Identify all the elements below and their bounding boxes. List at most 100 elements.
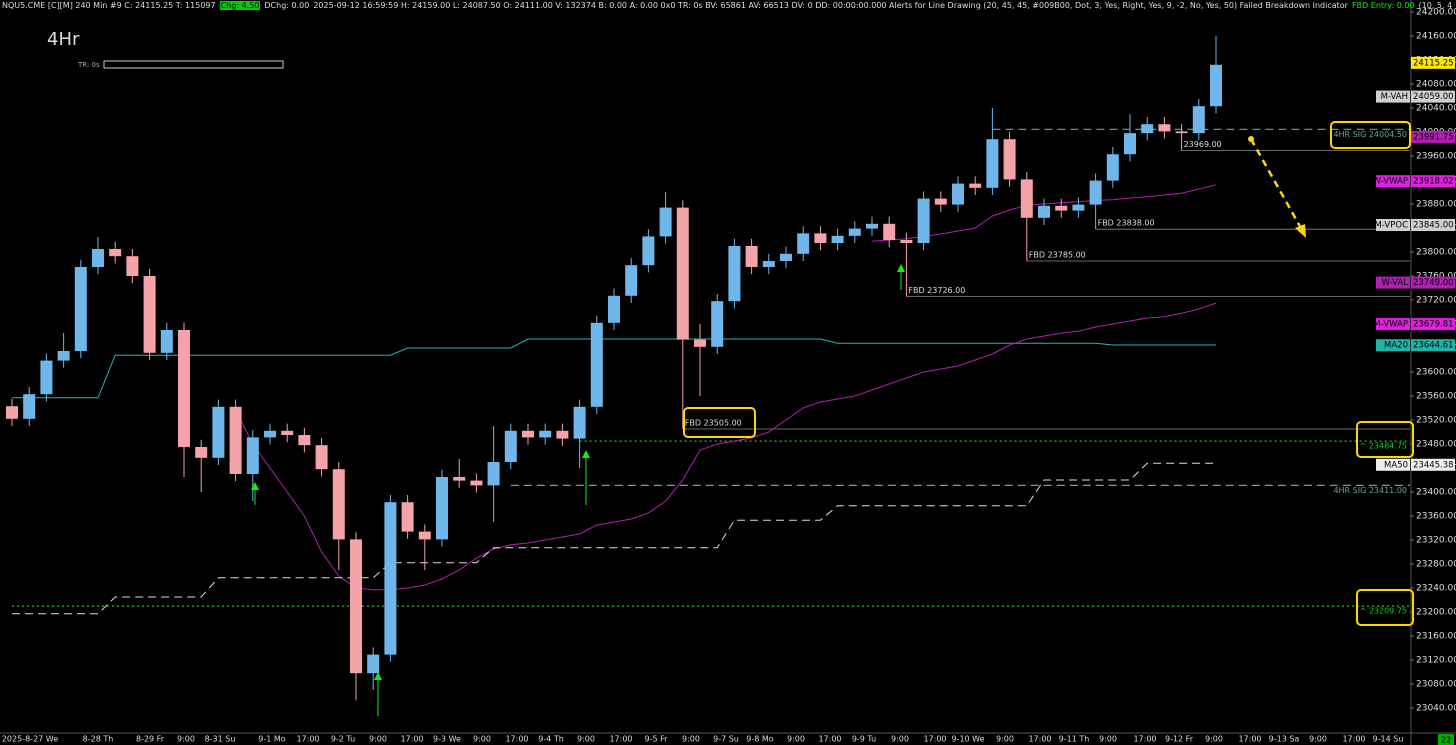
- candle-body: [350, 539, 362, 674]
- header-text: DChg: 0.00: [264, 1, 310, 10]
- marker-name-box: [1376, 175, 1410, 188]
- y-tick-label: 24200.00: [1416, 8, 1456, 18]
- signal-arrow: [897, 264, 905, 272]
- y-tick-label: 23560.00: [1416, 392, 1456, 402]
- candle-body: [6, 406, 18, 419]
- x-tick-label: 17:00: [818, 735, 841, 744]
- marker-name: M-VPOC: [1375, 221, 1409, 231]
- candle-body: [1210, 64, 1222, 107]
- candle-body: [780, 253, 792, 261]
- y-tick-label: 23880.00: [1416, 200, 1456, 210]
- y-tick-label: 23360.00: [1416, 512, 1456, 522]
- candle-body: [642, 236, 655, 266]
- candle-body: [866, 223, 878, 229]
- x-tick-label: 9-7 Su: [713, 735, 739, 744]
- arrow-head: [1295, 224, 1306, 238]
- x-tick-label: 9-8 Mo: [746, 735, 774, 744]
- candle-body: [590, 322, 603, 407]
- candle-body: [728, 246, 741, 302]
- candle-body: [694, 339, 706, 347]
- price-marker: [1411, 318, 1455, 331]
- candle-body: [831, 235, 844, 243]
- candle-body: [608, 295, 620, 323]
- x-tick-label: 8-31 Su: [205, 735, 236, 744]
- candle-body: [883, 223, 896, 240]
- candle-body: [1175, 131, 1188, 134]
- x-tick-label: 17:00: [1238, 735, 1261, 744]
- candle-body: [143, 276, 156, 353]
- candle-body: [367, 654, 380, 674]
- x-tick-label: 9:00: [1205, 735, 1223, 744]
- candle-body: [934, 198, 947, 205]
- x-tick-label: 9:00: [577, 735, 595, 744]
- y-tick-label: 23800.00: [1416, 248, 1456, 258]
- level-label: 4HR SIG 23411.00: [1333, 486, 1407, 495]
- y-tick-label: 23760.00: [1416, 272, 1456, 282]
- price-marker-label: 24059.00: [1413, 92, 1454, 102]
- candle-body: [178, 330, 190, 447]
- x-tick-label: 9-9 Tu: [852, 735, 876, 744]
- x-tick-label: 17:00: [1028, 735, 1051, 744]
- marker-name-box: [1376, 90, 1410, 103]
- price-marker: [1411, 458, 1455, 471]
- candle-body: [246, 437, 259, 474]
- marker-name: W-VWAP: [1373, 177, 1408, 187]
- x-tick-label: 9-1 Mo: [258, 735, 286, 744]
- price-marker-label: 23845.00: [1413, 221, 1454, 231]
- signal-arrow: [374, 672, 382, 680]
- x-tick-label: 2025-8-27 We: [2, 735, 58, 744]
- level-label: FBD 23838.00: [1098, 219, 1155, 228]
- y-tick-label: 23240.00: [1416, 584, 1456, 594]
- x-tick-label: 17:00: [1133, 735, 1156, 744]
- y-tick-label: 23200.00: [1416, 608, 1456, 618]
- corner-box: [1438, 734, 1454, 745]
- x-tick-label: 9-11 Th: [1059, 735, 1090, 744]
- arrow: [1249, 138, 1304, 231]
- candle-body: [986, 139, 999, 188]
- x-tick-label: 9:00: [787, 735, 805, 744]
- x-tick-label: 9:00: [177, 735, 195, 744]
- y-tick-label: 24080.00: [1416, 80, 1456, 90]
- y-tick-label: 23120.00: [1416, 656, 1456, 666]
- y-tick-label: 23720.00: [1416, 296, 1456, 306]
- candle-body: [264, 430, 276, 438]
- header-text: (10, 5, 40, 40, 4: [1418, 1, 1452, 10]
- price-marker: [1411, 276, 1455, 289]
- candle-body: [92, 249, 104, 267]
- candle-body: [504, 430, 517, 462]
- candle-body: [57, 351, 70, 361]
- candle-body: [676, 207, 689, 340]
- marker-name-box: [1376, 318, 1410, 331]
- candle-body: [436, 477, 448, 540]
- candle-body: [160, 330, 173, 353]
- header-change: Chg: 4.50: [219, 1, 261, 10]
- price-marker-label: 23991.75: [1413, 132, 1454, 142]
- price-marker-label: 23918.02: [1413, 177, 1454, 187]
- header-entry: FBD Entry: 0.00: [1351, 1, 1415, 10]
- header-text: NQU5.CME [C][M] 240 Min #9 C: 24115.25 T…: [2, 1, 216, 10]
- level-label: ^ 23484.75: [1360, 442, 1407, 451]
- x-tick-label: 9:00: [1309, 735, 1327, 744]
- candle-body: [917, 198, 930, 243]
- x-tick-label: 9-12 Fr: [1165, 735, 1194, 744]
- y-tick-label: 24040.00: [1416, 104, 1456, 114]
- candle-body: [401, 502, 414, 532]
- candle-body: [900, 240, 913, 243]
- x-tick-label: 9:00: [996, 735, 1014, 744]
- level-label: 4HR SIG 24004.50: [1333, 130, 1407, 139]
- x-tick-label: 17:00: [505, 735, 528, 744]
- x-tick-label: 9-10 We: [951, 735, 984, 744]
- candle-body: [1020, 179, 1033, 218]
- price-marker: [1411, 339, 1455, 352]
- marker-name: W-VAL: [1382, 278, 1409, 288]
- candle-body: [487, 462, 500, 486]
- candle-body: [418, 531, 431, 540]
- y-tick-label: 24160.00: [1416, 32, 1456, 42]
- candle-body: [797, 233, 810, 254]
- candle-body: [1038, 205, 1050, 218]
- highlight-box: [1356, 589, 1414, 626]
- level-label: FBD 23726.00: [908, 286, 965, 295]
- y-tick-label: 23400.00: [1416, 488, 1456, 498]
